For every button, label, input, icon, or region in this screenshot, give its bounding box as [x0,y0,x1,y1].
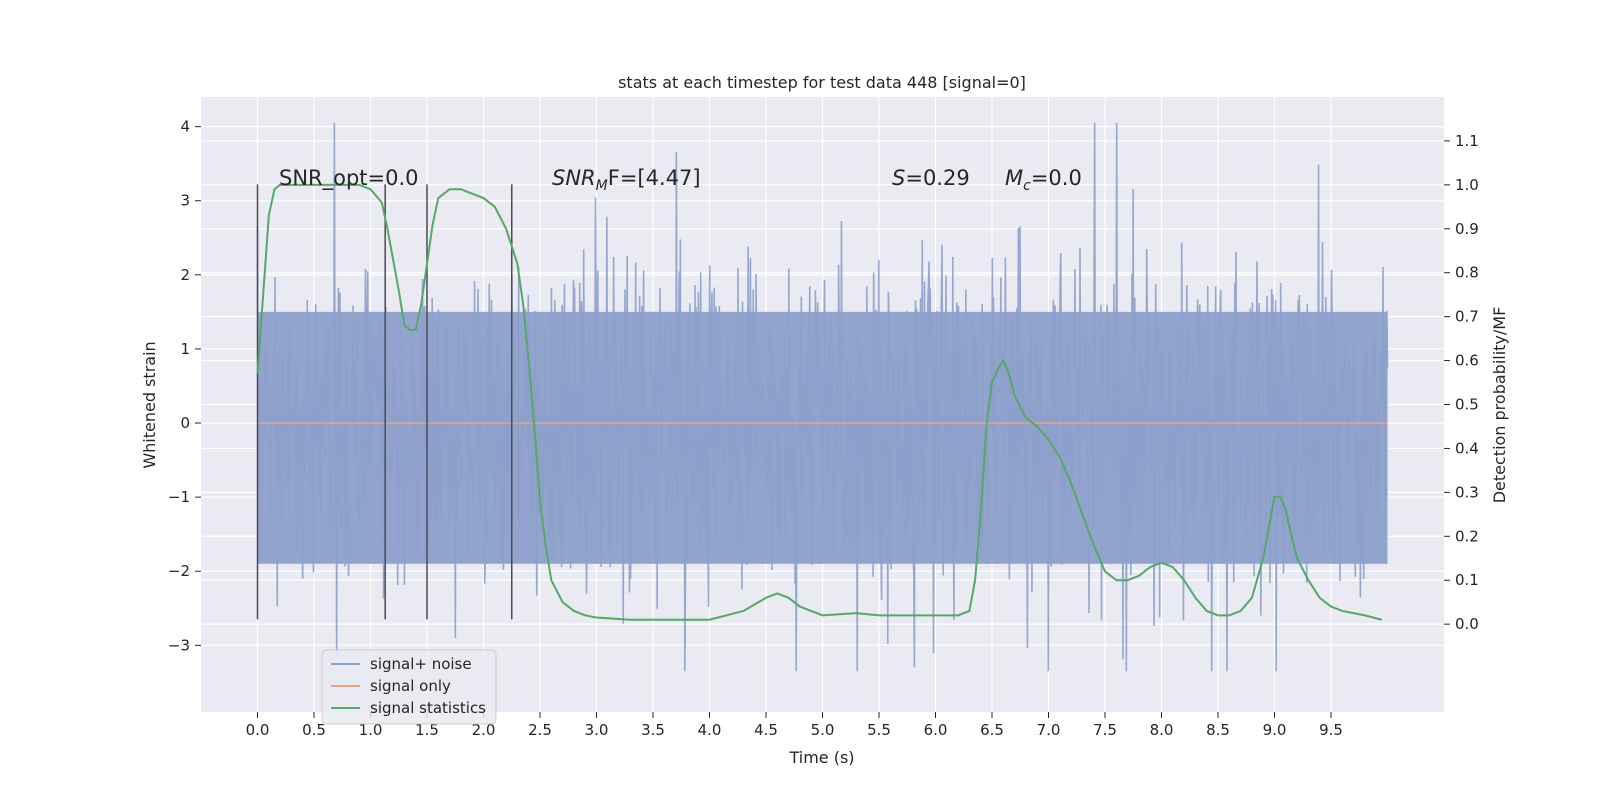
x-tick-label-7: 3.5 [641,721,665,739]
mc-subscript: c [1023,178,1031,194]
x-tick-label-10: 5.0 [811,721,835,739]
yr-tick-label-11: 0.0 [1455,615,1479,633]
signal-statistics-line [256,183,1383,621]
yr-tick-label-4: 0.7 [1455,308,1479,326]
legend-label-signal-statistics: signal statistics [370,699,486,717]
yr-tick-label-8: 0.3 [1455,483,1479,501]
legend-label-signal-noise: signal+ noise [370,655,472,673]
x-axis-ticks: 0.0 0.5 1.0 1.5 2.0 2.5 3.0 3.5 4.0 4.5 5.0 5.5 6.0 6… [246,712,1343,739]
x-tick-label-2: 1.0 [359,721,383,739]
s-symbol: S [892,166,905,190]
yl-tick-label-2: 2 [180,266,190,284]
x-tick-label-12: 6.0 [924,721,948,739]
x-tick-label-3: 1.5 [415,721,439,739]
yl-tick-label-3: 1 [180,340,190,358]
yl-tick-label-6: −2 [168,562,190,580]
yr-tick-label-3: 0.8 [1455,264,1479,282]
x-tick-label-5: 2.5 [528,721,552,739]
legend-label-signal-only: signal only [370,677,451,695]
annotation-snr-opt: SNR_opt=0.0 [279,166,419,191]
chart-title: stats at each timestep for test data 448… [618,73,1026,92]
x-tick-label-16: 8.0 [1150,721,1174,739]
x-tick-label-1: 0.5 [302,721,326,739]
x-tick-label-0: 0.0 [246,721,270,739]
s-value: =0.29 [905,166,969,190]
y-right-axis-label: Detection probability/MF [1490,307,1509,504]
snr-mf-symbol: SNR [552,166,596,190]
yr-tick-label-2: 0.9 [1455,220,1479,238]
x-tick-label-8: 4.0 [698,721,722,739]
mc-symbol: M [1005,166,1023,190]
x-axis-label: Time (s) [788,748,854,767]
annotation-mc: Mc=0.0 [1005,166,1082,194]
yr-tick-label-7: 0.4 [1455,439,1479,457]
yl-tick-label-0: 4 [180,118,190,136]
legend-box [321,649,497,725]
x-tick-label-11: 5.5 [867,721,891,739]
yr-tick-label-0: 1.1 [1455,132,1479,150]
x-tick-label-6: 3.0 [585,721,609,739]
x-tick-label-15: 7.5 [1093,721,1117,739]
yr-tick-label-5: 0.6 [1455,352,1479,370]
y-left-axis-ticks: 4 3 2 1 0 −1 −2 −3 [168,118,201,654]
signal-noise-series [256,122,1389,672]
x-tick-label-17: 8.5 [1206,721,1230,739]
mc-value: =0.0 [1031,166,1082,190]
x-tick-label-13: 6.5 [980,721,1004,739]
snr-mf-subscript: M [596,178,608,194]
annotation-snr-mf: SNRMF=[4.47] [552,166,701,194]
yr-tick-label-1: 1.0 [1455,176,1479,194]
y-right-axis-ticks: 1.1 1.0 0.9 0.8 0.7 0.6 0.5 0.4 0.3 0.2 0.1 0.0 [1444,132,1479,633]
yr-tick-label-6: 0.5 [1455,396,1479,414]
yl-tick-label-4: 0 [180,414,190,432]
x-tick-label-9: 4.5 [754,721,778,739]
legend: signal+ noise signal only signal statist… [321,649,497,725]
yr-tick-label-9: 0.2 [1455,527,1479,545]
x-tick-label-19: 9.5 [1319,721,1343,739]
noise-trace [256,122,1389,672]
x-tick-label-4: 2.0 [472,721,496,739]
yl-tick-label-5: −1 [168,488,190,506]
yl-tick-label-1: 3 [180,192,190,210]
yr-tick-label-10: 0.1 [1455,571,1479,589]
annotation-s: S=0.29 [892,166,970,190]
x-tick-label-18: 9.0 [1263,721,1287,739]
x-tick-label-14: 7.0 [1037,721,1061,739]
y-left-axis-label: Whitened strain [140,341,159,468]
snr-mf-value: F=[4.47] [608,166,701,190]
yl-tick-label-7: −3 [168,636,190,654]
